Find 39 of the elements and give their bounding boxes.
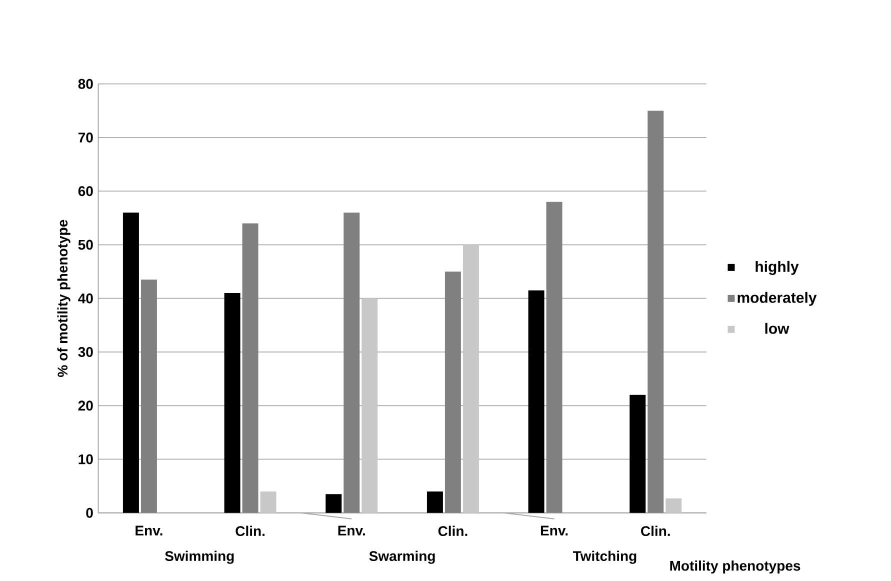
bar: [630, 394, 646, 513]
x-tick-label: Clin.: [438, 526, 468, 536]
bar: [666, 498, 682, 513]
bar: [528, 290, 544, 513]
bar: [260, 491, 276, 513]
legend-label: highly: [756, 260, 799, 275]
x-axis-title: Motility phenotypes: [670, 560, 800, 574]
text: Swimming: [165, 550, 234, 564]
y-tick-label: 0: [86, 508, 93, 518]
bar: [426, 491, 443, 513]
y-axis-title: % of motility phenotype: [57, 220, 70, 377]
bar: [546, 202, 562, 513]
legend-label: moderately: [738, 292, 817, 306]
bar: [140, 280, 157, 513]
x-tick-label: Env.: [338, 526, 365, 536]
bar: [224, 293, 240, 513]
y-tick-label: 10: [78, 454, 93, 464]
bar: [462, 244, 479, 513]
x-tick-label: Env.: [540, 526, 568, 536]
legend-label: low: [765, 322, 790, 334]
bar: [362, 298, 378, 513]
bar: [344, 212, 360, 513]
y-tick-label: 50: [78, 240, 93, 250]
x-tick-label: Env.: [136, 526, 162, 536]
bar: [326, 494, 342, 513]
x-tick-label: Clin.: [236, 526, 265, 536]
bar: [242, 223, 258, 513]
y-tick-label: 30: [78, 347, 93, 357]
y-tick-label: 60: [78, 186, 93, 196]
text: Swarming: [369, 550, 435, 564]
y-tick-label: 70: [78, 132, 93, 142]
bar: [648, 110, 664, 513]
y-tick-label: 20: [78, 400, 93, 411]
bar: [444, 272, 461, 513]
y-tick-label: 40: [78, 293, 93, 304]
text: Twitching: [572, 550, 636, 564]
bar: [122, 212, 139, 513]
y-tick-label: 80: [78, 78, 93, 89]
x-tick-label: Clin.: [641, 526, 670, 536]
